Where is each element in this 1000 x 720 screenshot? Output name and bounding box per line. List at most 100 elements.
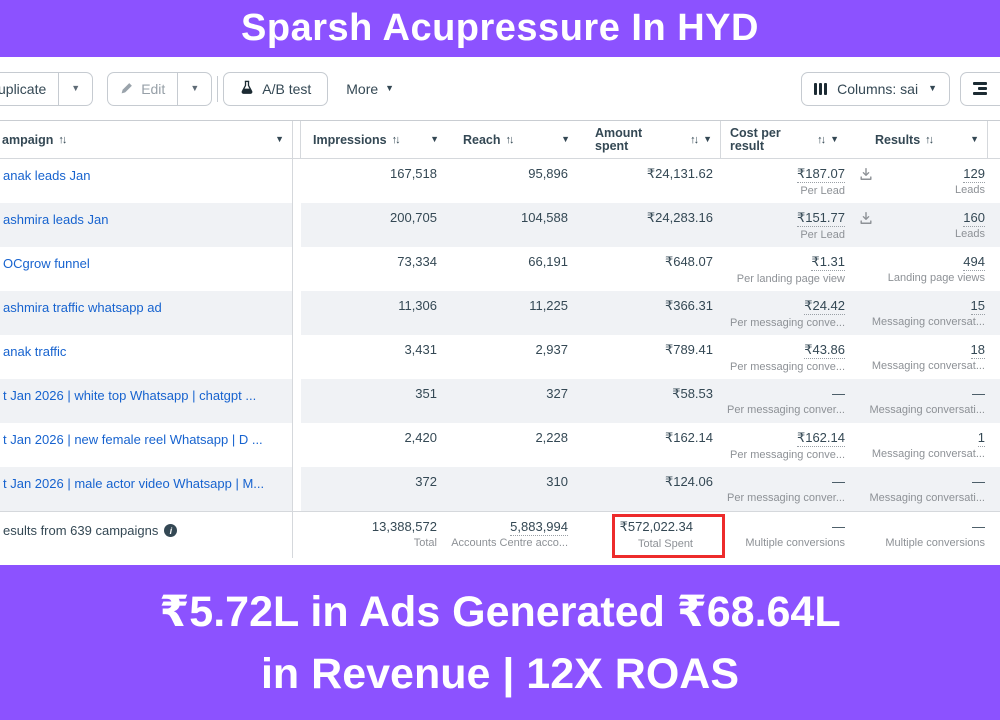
results-sublabel: Messaging conversati... (869, 492, 985, 504)
campaigns-table: ampaign ↑↓ ▼ Impressions ↑↓ ▼ Reach ↑↓ ▼ (0, 120, 1000, 558)
cost-per-result-sublabel: Per Lead (800, 229, 845, 241)
table-row: t Jan 2026 | white top Whatsapp | chatgp… (0, 379, 1000, 423)
header-reach[interactable]: Reach ↑↓ ▼ (447, 121, 578, 158)
total-spent-highlight-box (612, 514, 725, 558)
chevron-down-icon[interactable]: ▼ (430, 134, 439, 144)
footer-reach-cell: 5,883,994 Accounts Centre acco... (447, 512, 578, 558)
campaign-cell: t Jan 2026 | new female reel Whatsapp | … (0, 423, 293, 467)
duplicate-dropdown[interactable]: ▼ (59, 73, 92, 105)
campaign-cell: anak traffic (0, 335, 293, 379)
reach-value: 104,588 (521, 210, 568, 225)
impressions-value: 2,420 (404, 430, 437, 445)
campaign-link[interactable]: anak leads Jan (3, 168, 91, 183)
campaign-link[interactable]: OCgrow funnel (3, 256, 90, 271)
reach-total-sublabel: Accounts Centre acco... (451, 537, 568, 549)
cost-per-result-value: ₹43.86 (804, 342, 845, 359)
cost-per-result-sublabel: Per messaging conver... (726, 404, 845, 416)
chevron-down-icon: ▼ (385, 83, 395, 93)
download-icon[interactable] (859, 211, 873, 225)
results-cell: 1 Messaging conversat... (847, 423, 988, 467)
chevron-down-icon[interactable]: ▼ (561, 134, 570, 144)
table-row: ashmira traffic whatsapp ad 11,306 11,22… (0, 291, 1000, 335)
breakdown-icon (973, 82, 987, 95)
results-cell: 15 Messaging conversat... (847, 291, 988, 335)
chevron-down-icon[interactable]: ▼ (275, 134, 284, 144)
header-cost-label: Cost per result (730, 125, 781, 153)
results-total: — (972, 519, 985, 534)
reach-value: 95,896 (528, 166, 568, 181)
header-campaign[interactable]: ampaign ↑↓ ▼ (0, 121, 293, 158)
ab-test-button[interactable]: A/B test (223, 71, 329, 106)
campaign-cell: ashmira leads Jan (0, 203, 293, 247)
duplicate-label[interactable]: uplicate (0, 80, 47, 97)
table-row: t Jan 2026 | new female reel Whatsapp | … (0, 423, 1000, 467)
results-cell: 129 Leads (847, 159, 988, 203)
bottom-banner: ₹5.72L in Ads Generated ₹68.64L in Reven… (0, 565, 1000, 720)
chevron-down-icon: ▼ (71, 83, 81, 93)
cost-total-sublabel: Multiple conversions (745, 537, 845, 549)
chevron-down-icon[interactable]: ▼ (830, 134, 839, 144)
header-impressions[interactable]: Impressions ↑↓ ▼ (301, 121, 447, 158)
breakdown-button[interactable] (960, 71, 1000, 106)
download-icon[interactable] (859, 167, 873, 181)
cost-per-result-value: ₹187.07 (796, 166, 845, 183)
sort-icon[interactable]: ↑↓ (925, 133, 934, 146)
sort-icon[interactable]: ↑↓ (817, 133, 826, 146)
ab-test-segment[interactable]: A/B test (224, 73, 327, 105)
total-spent-value: ₹572,022.34 (619, 519, 693, 534)
cost-per-result-cell: ₹162.14 Per messaging conve... (720, 423, 847, 467)
sort-icon[interactable]: ↑↓ (690, 133, 699, 146)
impressions-value: 167,518 (390, 166, 437, 181)
amount-spent-value: ₹162.14 (664, 430, 713, 445)
impressions-value: 11,306 (398, 298, 437, 313)
divider (177, 72, 179, 105)
columns-button[interactable]: Columns: sai ▼ (801, 71, 950, 106)
cost-per-result-cell: — Per messaging conver... (720, 379, 847, 423)
table-header: ampaign ↑↓ ▼ Impressions ↑↓ ▼ Reach ↑↓ ▼ (0, 121, 1000, 159)
footer-results-cell: — Multiple conversions (847, 512, 988, 558)
frozen-column-gap (293, 203, 301, 247)
campaign-link[interactable]: anak traffic (3, 344, 67, 359)
header-amount-spent[interactable]: Amount spent ↑↓ ▼ (578, 121, 720, 158)
edit-dropdown[interactable]: ▼ (178, 73, 211, 105)
cost-per-result-sublabel: Per messaging conver... (726, 492, 845, 504)
cost-per-result-cell: ₹24.42 Per messaging conve... (720, 291, 847, 335)
results-value: 1 (977, 430, 985, 447)
campaign-link[interactable]: ashmira traffic whatsapp ad (3, 300, 162, 315)
sort-icon[interactable]: ↑↓ (391, 133, 401, 146)
chevron-down-icon[interactable]: ▼ (970, 134, 979, 144)
campaign-link[interactable]: t Jan 2026 | new female reel Whatsapp | … (3, 432, 263, 447)
flask-icon (240, 80, 254, 98)
reach-total: 5,883,994 (510, 519, 568, 536)
pencil-icon (120, 82, 133, 95)
cost-per-result-sublabel: Per messaging conve... (730, 449, 845, 461)
chevron-down-icon[interactable]: ▼ (703, 134, 712, 144)
campaign-link[interactable]: ashmira leads Jan (3, 212, 109, 227)
results-cell: 160 Leads (847, 203, 988, 247)
cost-per-result-sublabel: Per messaging conve... (730, 317, 845, 329)
sort-icon[interactable]: ↑↓ (58, 133, 67, 146)
header-cost-per-result[interactable]: Cost per result ↑↓ ▼ (720, 121, 847, 158)
cost-per-result-value: ₹24.42 (804, 298, 845, 315)
more-button[interactable]: More ▼ (340, 71, 401, 106)
top-banner: Sparsh Acupressure In HYD (0, 0, 1000, 57)
top-banner-title: Sparsh Acupressure In HYD (241, 7, 759, 49)
reach-value: 66,191 (528, 254, 568, 269)
cost-per-result-value: — (832, 474, 845, 489)
sort-icon[interactable]: ↑↓ (505, 133, 515, 146)
info-icon[interactable]: i (164, 524, 178, 537)
cost-per-result-sublabel: Per Lead (800, 185, 845, 197)
campaign-link[interactable]: t Jan 2026 | white top Whatsapp | chatgp… (3, 388, 257, 403)
duplicate-button[interactable]: uplicate ▼ (0, 71, 94, 106)
table-row: anak leads Jan 167,518 95,896 ₹24,131.62… (0, 159, 1000, 203)
results-value: 494 (963, 254, 985, 271)
edit-segment[interactable]: Edit (108, 73, 177, 105)
footer-impressions-cell: 13,388,572 Total (301, 512, 447, 558)
campaign-link[interactable]: t Jan 2026 | male actor video Whatsapp |… (3, 476, 265, 491)
header-results[interactable]: Results ↑↓ ▼ (847, 121, 988, 158)
chevron-down-icon: ▼ (190, 83, 200, 93)
edit-button[interactable]: Edit ▼ (107, 71, 213, 106)
header-impressions-label: Impressions (313, 132, 387, 147)
amount-spent-value: ₹648.07 (664, 254, 713, 269)
reach-value: 2,228 (535, 430, 568, 445)
